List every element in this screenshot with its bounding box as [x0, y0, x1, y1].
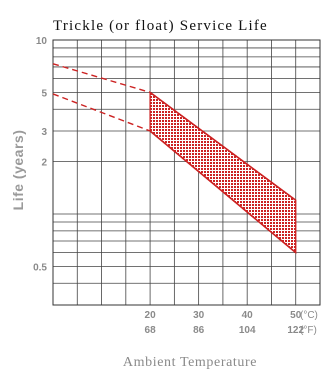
unit-fahrenheit: (°F): [300, 325, 317, 336]
y-tick-label: 0.5: [33, 262, 47, 273]
series-2-extrapolated-line: [52, 93, 151, 132]
y-tick-label: 10: [36, 36, 48, 47]
y-axis-label: Life (years): [10, 130, 26, 211]
x-tick-label-celsius: 50: [290, 310, 302, 321]
x-tick-label-fahrenheit: 86: [193, 325, 205, 336]
x-axis-label: Ambient Temperature: [123, 355, 257, 370]
chart-title: Trickle (or float) Service Life: [53, 18, 268, 34]
plot-frame: [52, 39, 321, 306]
series-1-extrapolated-line: [52, 63, 151, 94]
series-2-line: [149, 130, 297, 254]
x-tick-label-celsius: 20: [145, 310, 157, 321]
unit-celsius: (°C): [300, 310, 318, 321]
x-tick-label-fahrenheit: 122: [287, 325, 304, 336]
x-tick-label-celsius: 30: [193, 310, 205, 321]
y-axis-ticks: 10 5 3 2 0.5: [33, 36, 47, 273]
y-tick-label: 3: [41, 127, 47, 138]
x-tick-label-fahrenheit: 104: [239, 325, 256, 336]
grid: [52, 39, 321, 306]
series-1-line: [149, 91, 297, 201]
x-tick-label-fahrenheit: 68: [145, 325, 157, 336]
y-tick-label: 5: [41, 88, 47, 99]
series-group: [52, 63, 297, 255]
y-tick-label: 2: [41, 158, 47, 169]
x-axis-ticks: 20 68 30 86 40 104 50 122: [145, 310, 305, 336]
x-tick-label-celsius: 40: [242, 310, 254, 321]
